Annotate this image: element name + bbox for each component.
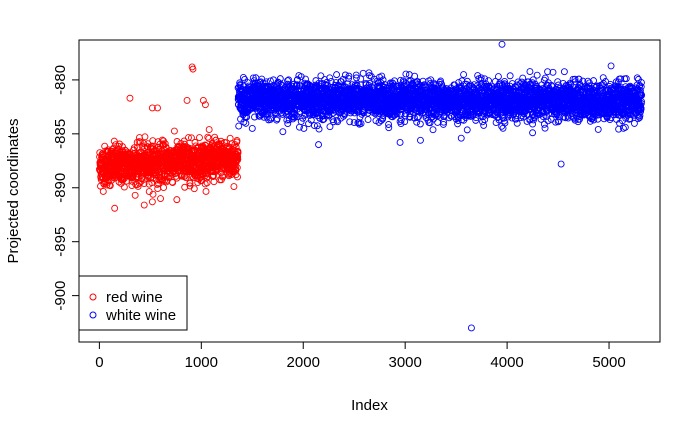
red-wine-point — [186, 179, 194, 187]
red-wine-point — [173, 196, 181, 204]
white-wine-point — [284, 77, 291, 85]
red-wine-point — [185, 134, 192, 142]
red-wine-point — [202, 187, 210, 195]
red-wine-point — [149, 137, 157, 145]
red-wine-point — [189, 65, 197, 73]
red-wine-point — [130, 144, 138, 152]
white-wine-point — [285, 76, 293, 84]
red-wine-point — [148, 104, 156, 112]
points-layer — [96, 40, 646, 332]
red-wine-point — [199, 96, 207, 104]
red-wine-point — [201, 101, 209, 109]
red-wine-point — [99, 188, 107, 195]
red-wine-point — [234, 149, 242, 157]
red-wine-point — [229, 144, 237, 152]
red-wine-point — [187, 134, 195, 142]
red-wine-point — [165, 174, 173, 182]
red-wine-point — [131, 191, 139, 199]
red-wine-point — [160, 184, 168, 192]
red-wine-point — [110, 137, 118, 145]
red-wine-point — [204, 133, 212, 141]
red-wine-point — [210, 178, 218, 186]
red-wine-point — [234, 156, 242, 164]
red-wine-point — [161, 140, 169, 148]
red-wine-point — [134, 183, 142, 190]
red-wine-point — [190, 185, 198, 193]
red-wine-point — [148, 198, 156, 206]
red-wine-point — [183, 96, 191, 104]
red-wine-point — [234, 153, 242, 161]
red-wine-point — [205, 126, 213, 134]
white-wine-point — [284, 120, 292, 128]
red-wine-point — [140, 201, 148, 209]
red-wine-point — [120, 183, 128, 191]
red-wine-point — [233, 137, 241, 144]
red-wine-point — [180, 137, 188, 145]
white-wine-point — [239, 74, 247, 81]
red-wine-point — [149, 190, 157, 198]
red-wine-point — [191, 138, 199, 146]
red-wine-point — [219, 173, 227, 181]
red-wine-point — [181, 172, 189, 180]
red-wine-point — [154, 104, 161, 112]
red-wine-point — [140, 180, 148, 187]
white-wine-point — [291, 110, 298, 118]
red-wine-point — [157, 195, 164, 203]
red-wine-point — [136, 138, 144, 146]
red-wine-point — [230, 183, 238, 191]
red-wine-point — [196, 134, 203, 142]
red-wine-point — [170, 127, 178, 135]
red-wine-point — [234, 173, 241, 181]
white-wine-point — [292, 111, 300, 119]
red-wine-point — [111, 204, 119, 212]
white-wine-point — [273, 115, 281, 123]
red-wine-point — [233, 164, 241, 172]
red-wine-point — [210, 143, 218, 151]
red-wine-point — [126, 94, 134, 102]
red-wine-point — [231, 163, 239, 170]
red-wine-point — [169, 179, 177, 187]
white-wine-point — [243, 113, 251, 121]
white-wine-point — [235, 122, 243, 130]
red-wine-point — [141, 133, 149, 141]
